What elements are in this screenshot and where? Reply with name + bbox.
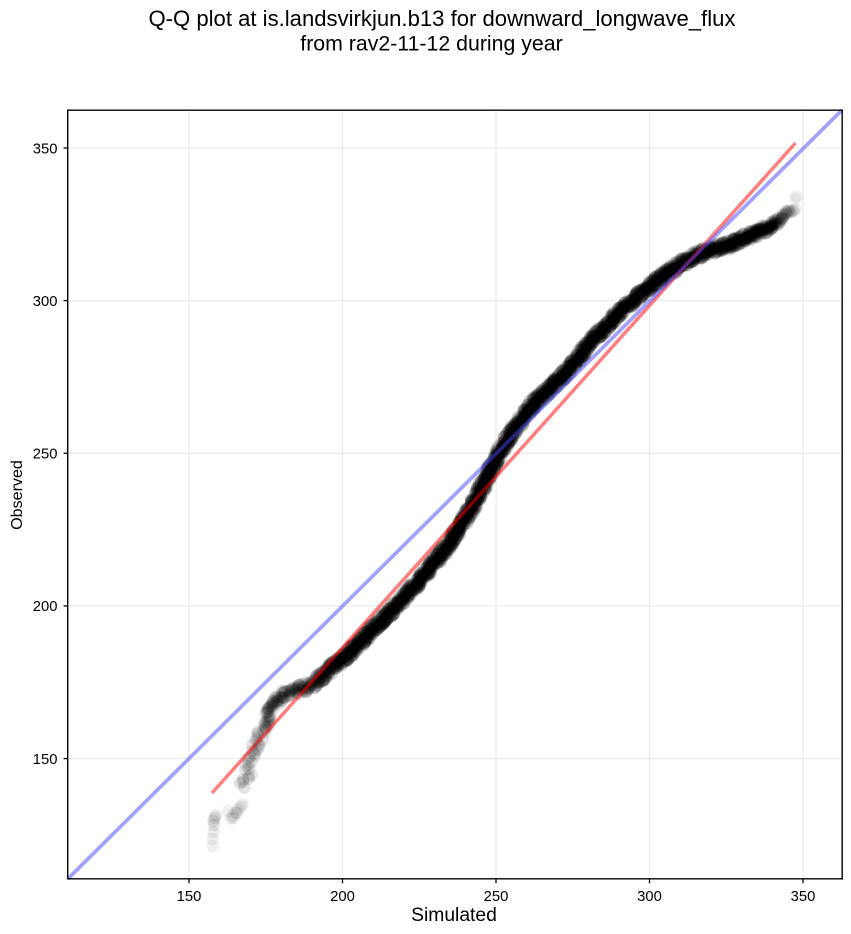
svg-text:300: 300: [637, 889, 662, 905]
svg-text:250: 250: [33, 447, 58, 463]
svg-text:from rav2-11-12 during year: from rav2-11-12 during year: [300, 32, 562, 56]
svg-text:150: 150: [177, 889, 202, 905]
svg-text:Observed: Observed: [8, 460, 26, 530]
svg-text:350: 350: [791, 889, 816, 905]
svg-text:250: 250: [484, 889, 509, 905]
svg-text:150: 150: [33, 752, 58, 768]
svg-text:Q-Q plot at is.landsvirkjun.b1: Q-Q plot at is.landsvirkjun.b13 for down…: [148, 6, 735, 31]
svg-text:200: 200: [330, 889, 355, 905]
svg-text:350: 350: [33, 141, 58, 157]
svg-text:Simulated: Simulated: [411, 905, 497, 926]
svg-text:200: 200: [33, 599, 58, 615]
svg-text:300: 300: [33, 294, 58, 310]
